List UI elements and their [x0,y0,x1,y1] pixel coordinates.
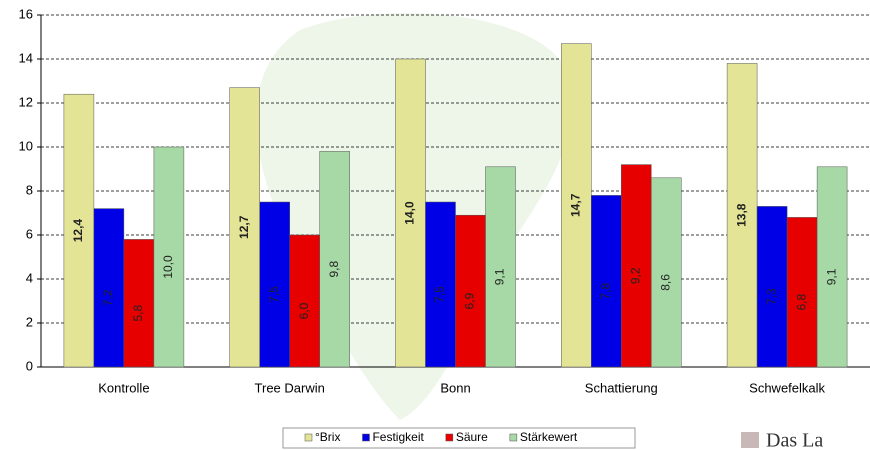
y-tick-label: 10 [19,138,33,153]
y-tick-label: 2 [26,314,33,329]
y-tick-label: 16 [19,6,33,21]
x-tick-label: Schwefelkalk [749,380,825,395]
legend-label: Stärkewert [520,430,578,444]
y-tick-label: 12 [19,94,33,109]
value-label: 10,0 [161,255,175,279]
value-label: 6,9 [463,292,477,309]
bar [621,164,652,368]
value-label: 8,6 [658,274,672,291]
bar [425,201,456,368]
x-tick-label: Kontrolle [98,380,149,395]
bar [651,177,682,368]
value-label: 14,0 [403,201,417,225]
value-label: 7,3 [764,288,778,305]
logo-icon [741,432,759,448]
y-tick-label: 8 [26,182,33,197]
legend-marker [304,433,313,442]
legend-label: Festigkeit [372,430,424,444]
bar [816,166,848,368]
bar [63,93,95,368]
legend-marker [445,433,454,442]
value-label: 6,8 [794,294,808,311]
y-tick-label: 0 [26,358,33,373]
value-label: 6,0 [297,302,311,319]
value-label: 9,1 [824,268,838,285]
bar [726,63,758,368]
x-tick-label: Bonn [440,380,470,395]
x-tick-label: Tree Darwin [255,380,325,395]
bar [123,239,155,368]
value-label: 13,8 [734,203,748,227]
bar [229,87,260,368]
y-tick-label: 14 [19,50,33,65]
bar [485,166,516,368]
bar [259,201,290,368]
value-label: 9,2 [628,267,642,284]
bar [93,208,125,368]
bar [756,206,788,368]
y-tick-label: 6 [26,226,33,241]
value-label: 5,8 [131,305,145,322]
bar [153,146,185,368]
x-tick-label: Schattierung [585,380,658,395]
legend-label: Säure [456,430,488,444]
bar [395,58,426,368]
legend [282,427,636,449]
value-label: 7,5 [433,286,447,303]
logo-text: Das La [766,430,823,450]
legend-marker [362,433,370,442]
bar [289,234,320,368]
bar [591,195,622,368]
bar [319,151,350,368]
value-label: 7,5 [267,286,281,303]
bar [786,217,818,368]
legend-label: °Brix [315,430,340,444]
legend-marker [509,433,518,442]
y-tick-label: 4 [26,270,33,285]
value-label: 12,7 [237,215,251,239]
value-label: 12,4 [71,219,85,243]
value-label: 7,2 [101,289,115,306]
bar [455,214,486,368]
value-label: 9,8 [327,261,341,278]
value-label: 14,7 [568,193,582,217]
value-label: 7,8 [598,283,612,300]
value-label: 9,1 [493,268,507,285]
